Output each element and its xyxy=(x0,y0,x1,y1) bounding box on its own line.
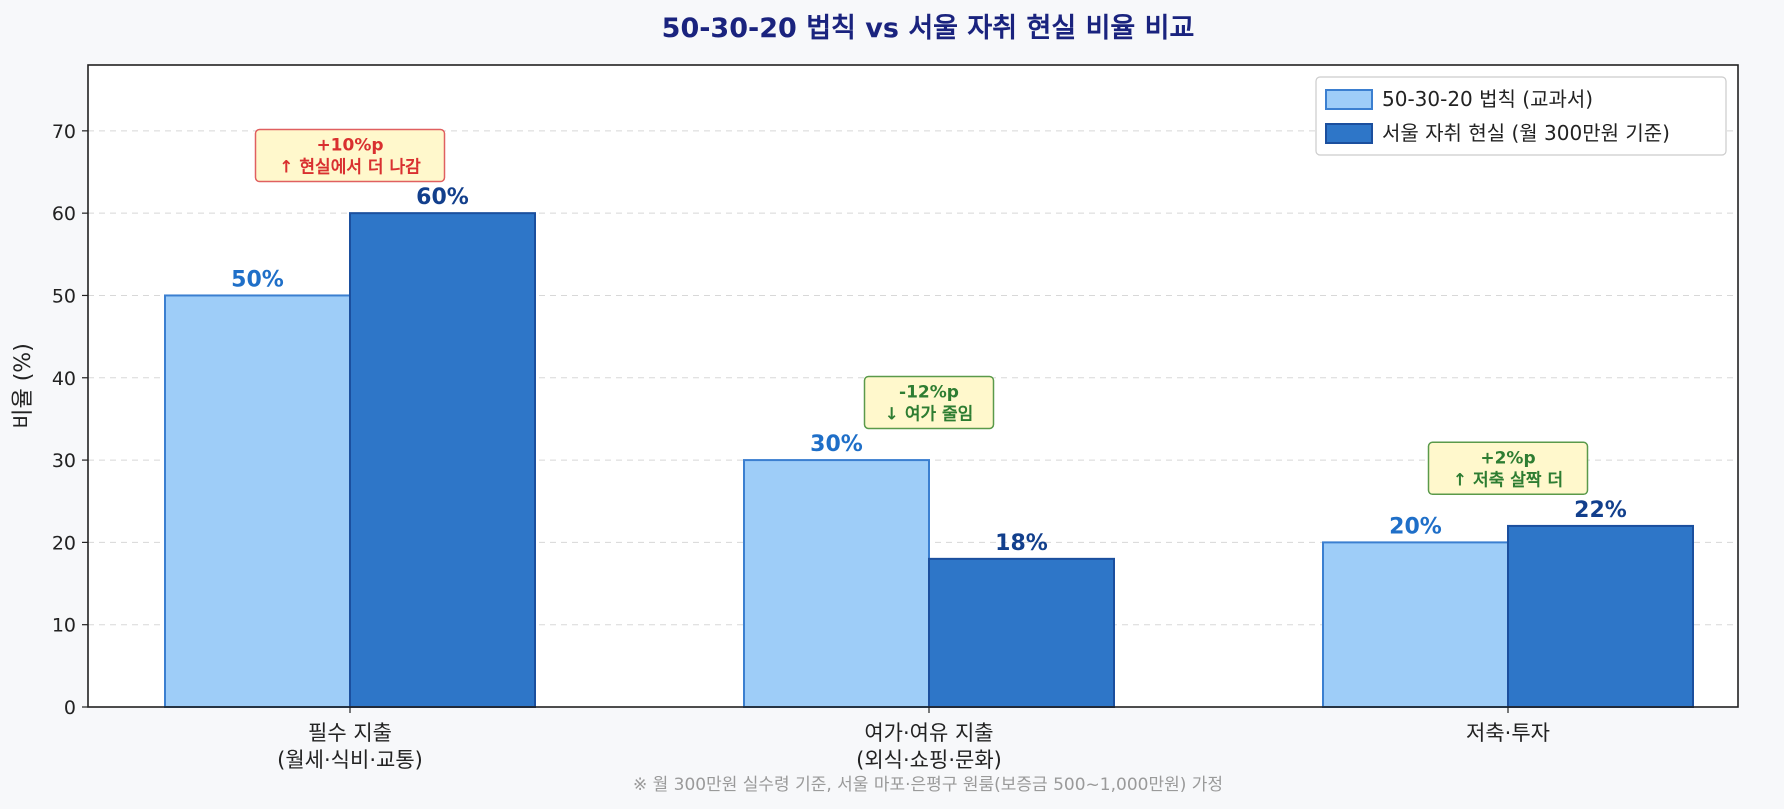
annotation-text: +10%p xyxy=(316,136,383,156)
bar-value-label: 22% xyxy=(1574,498,1627,523)
x-axis-labels: 필수 지출 (월세·식비·교통) 여가·여유 지출 (외식·쇼핑·문화) 저축·투자 xyxy=(277,707,1550,772)
annotation-text: ↓ 여가 줄임 xyxy=(885,403,974,424)
chart-title: 50-30-20 법칙 vs 서울 자취 현실 비율 비교 xyxy=(662,13,1195,44)
bars xyxy=(164,212,1694,709)
y-axis-label: 비율 (%) xyxy=(11,343,36,429)
y-axis-ticks: 0 10 20 30 40 50 60 70 xyxy=(52,121,88,719)
legend-label: 50-30-20 법칙 (교과서) xyxy=(1382,87,1593,111)
bar xyxy=(164,294,351,708)
annotation-box xyxy=(254,128,446,183)
annotation-text: -12%p xyxy=(899,382,959,402)
legend-swatch xyxy=(1325,89,1373,110)
bar-value-label: 60% xyxy=(416,185,469,210)
y-tick-label: 0 xyxy=(64,697,76,719)
annotation-text: +2%p xyxy=(1480,448,1535,468)
annotations: +10%p↑ 현실에서 더 나감 -12%p↓ 여가 줄임 +2%p↑ 저축 살짝 … xyxy=(254,128,1589,496)
bar xyxy=(349,212,536,708)
bar-value-label: 20% xyxy=(1389,514,1442,539)
bar xyxy=(1322,541,1509,709)
x-tick-label: 필수 지출 xyxy=(308,721,392,745)
y-tick-label: 20 xyxy=(52,532,76,554)
bar-value-label: 50% xyxy=(231,267,284,292)
bar-value-label: 30% xyxy=(810,432,863,457)
annotation-box xyxy=(1427,441,1589,496)
y-tick-label: 40 xyxy=(52,368,76,390)
bar xyxy=(743,459,930,709)
y-tick-label: 60 xyxy=(52,203,76,225)
y-tick-label: 10 xyxy=(52,615,76,637)
y-tick-label: 30 xyxy=(52,450,76,472)
legend-box xyxy=(1315,76,1727,156)
annotation-text: ↑ 저축 살짝 더 xyxy=(1453,470,1563,490)
bar xyxy=(1507,524,1694,709)
plot-frame xyxy=(87,64,1739,708)
x-tick-label: (월세·식비·교통) xyxy=(277,748,423,772)
bar-value-label: 18% xyxy=(995,531,1048,556)
value-labels: 50% 30% 20% 60% 18% 22% xyxy=(231,185,1627,556)
y-tick-label: 70 xyxy=(52,121,76,143)
legend-swatch xyxy=(1325,123,1373,144)
x-tick-label: 여가·여유 지출 xyxy=(864,721,993,745)
annotation-text: ↑ 현실에서 더 나감 xyxy=(279,158,421,178)
x-tick-label: (외식·쇼핑·문화) xyxy=(856,748,1002,772)
y-tick-label: 50 xyxy=(52,285,76,307)
legend: 50-30-20 법칙 (교과서) 서울 자취 현실 (월 300만원 기준) xyxy=(1315,76,1727,156)
legend-label: 서울 자취 현실 (월 300만원 기준) xyxy=(1382,121,1670,145)
bar xyxy=(928,557,1115,708)
annotation-box xyxy=(863,375,995,430)
x-tick-label: 저축·투자 xyxy=(1466,721,1550,745)
footnote: ※ 월 300만원 실수령 기준, 서울 마포·은평구 원룸(보증금 500~1… xyxy=(633,775,1223,795)
